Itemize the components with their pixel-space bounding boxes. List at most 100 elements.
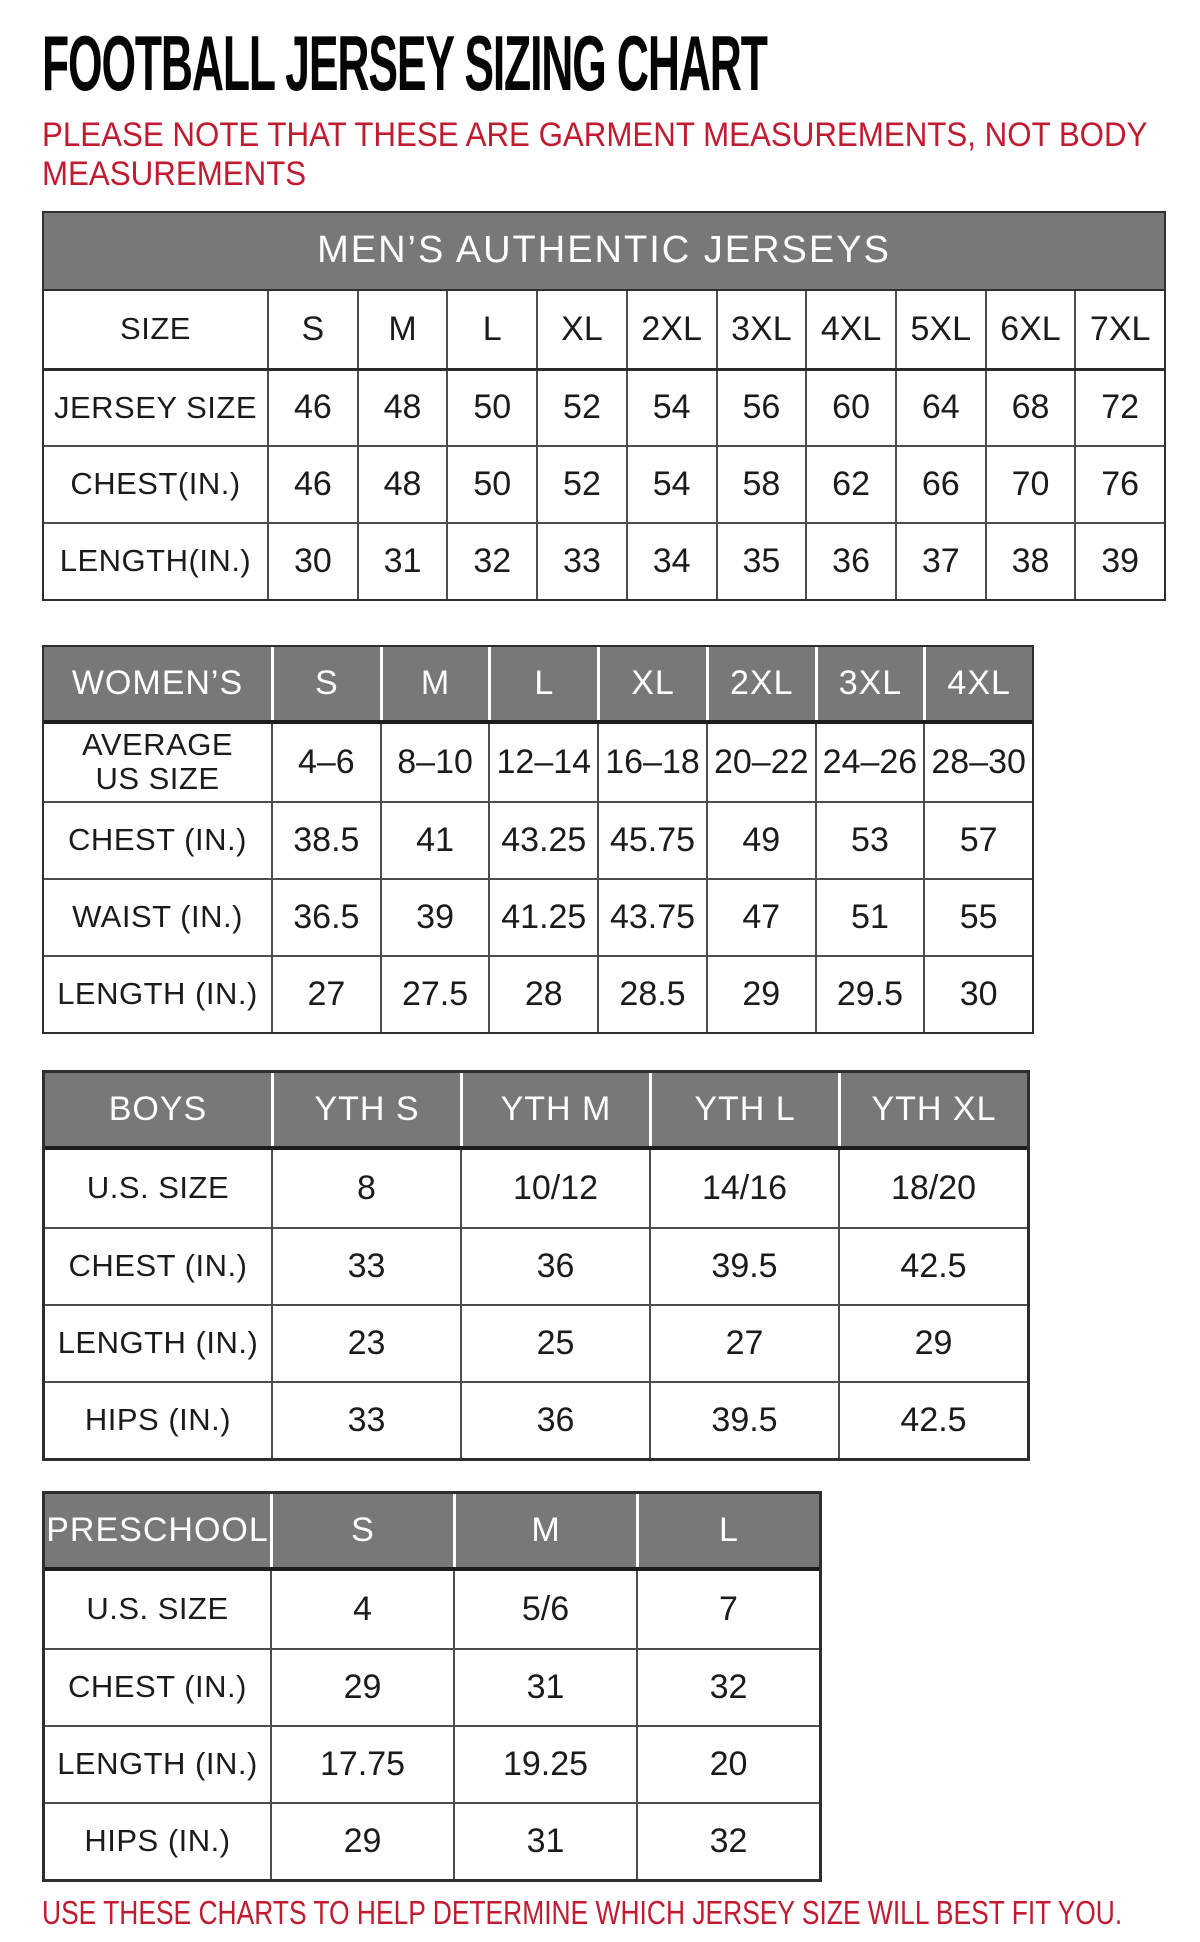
cell: 38.5 bbox=[271, 802, 380, 878]
row-label: CHEST (IN.) bbox=[68, 822, 247, 858]
row-label: AVERAGE US SIZE bbox=[81, 727, 234, 797]
cell: 42.5 bbox=[838, 1228, 1027, 1304]
cell: 32 bbox=[446, 523, 536, 599]
table-row: CHEST (IN.) 29 31 32 bbox=[45, 1647, 819, 1725]
table-row: U.S. SIZE 4 5/6 7 bbox=[45, 1570, 819, 1648]
column-header: YTH L bbox=[649, 1072, 838, 1146]
cell: 36.5 bbox=[271, 879, 380, 955]
cell: 29 bbox=[270, 1649, 453, 1725]
sizing-chart-page: FOOTBALL JERSEY SIZING CHART PLEASE NOTE… bbox=[42, 19, 1166, 1882]
cell: 31 bbox=[453, 1649, 636, 1725]
cell: 55 bbox=[923, 879, 1032, 955]
row-label: U.S. SIZE bbox=[86, 1170, 230, 1206]
cell: XL bbox=[536, 290, 626, 368]
cell: 32 bbox=[636, 1649, 819, 1725]
cell: 28.5 bbox=[597, 956, 706, 1032]
cell: 7 bbox=[636, 1570, 819, 1648]
cell: 53 bbox=[814, 802, 924, 878]
cell: 52 bbox=[536, 446, 626, 522]
preschool-table: PRESCHOOL S M L U.S. SIZE 4 5/6 7 CHEST … bbox=[42, 1490, 822, 1882]
cell: 43.25 bbox=[488, 802, 597, 878]
cell: 33 bbox=[271, 1228, 460, 1304]
row-label: WAIST (IN.) bbox=[72, 899, 243, 935]
table-row: U.S. SIZE 8 10/12 14/16 18/20 bbox=[45, 1149, 1027, 1227]
cell: 16–18 bbox=[597, 723, 706, 801]
cell: 39 bbox=[379, 879, 489, 955]
cell: 47 bbox=[705, 879, 815, 955]
table-row: LENGTH (IN.) 23 25 27 29 bbox=[45, 1303, 1027, 1381]
table-row: JERSEY SIZE 46 48 50 52 54 56 60 64 68 7… bbox=[44, 367, 1164, 445]
table-header-row: WOMEN’S S M L XL 2XL 3XL 4XL bbox=[44, 646, 1033, 724]
cell: 66 bbox=[894, 446, 985, 522]
cell: M bbox=[356, 290, 447, 368]
table-header-label: PRESCHOOL bbox=[45, 1493, 270, 1567]
row-label: SIZE bbox=[120, 311, 191, 347]
cell: 34 bbox=[625, 523, 716, 599]
cell: 29 bbox=[838, 1305, 1027, 1381]
cell: 27.5 bbox=[379, 956, 489, 1032]
cell: 29.5 bbox=[814, 956, 924, 1032]
table-row: LENGTH(IN.) 30 31 32 33 34 35 36 37 38 3… bbox=[44, 521, 1164, 599]
page-title: FOOTBALL JERSEY SIZING CHART bbox=[42, 19, 768, 107]
cell: 37 bbox=[894, 523, 985, 599]
cell: 28–30 bbox=[923, 723, 1032, 801]
cell: 64 bbox=[894, 370, 985, 445]
cell: 35 bbox=[715, 523, 806, 599]
row-label: LENGTH (IN.) bbox=[57, 1746, 258, 1782]
cell: 27 bbox=[649, 1305, 838, 1381]
column-header: 4XL bbox=[923, 646, 1033, 720]
cell: S bbox=[267, 290, 357, 368]
womens-table: WOMEN’S S M L XL 2XL 3XL 4XL AVERAGE US … bbox=[42, 644, 1034, 1034]
row-label: LENGTH (IN.) bbox=[57, 976, 258, 1012]
cell: 4 bbox=[270, 1570, 453, 1648]
row-label: U.S. SIZE bbox=[86, 1591, 229, 1627]
cell: 48 bbox=[356, 446, 447, 522]
table-header-row: BOYS YTH S YTH M YTH L YTH XL bbox=[45, 1072, 1027, 1150]
boys-table: BOYS YTH S YTH M YTH L YTH XL U.S. SIZE … bbox=[42, 1069, 1030, 1461]
cell: 29 bbox=[270, 1803, 453, 1879]
table-row: LENGTH (IN.) 27 27.5 28 28.5 29 29.5 30 bbox=[44, 954, 1032, 1032]
cell: 33 bbox=[271, 1382, 460, 1458]
table-row: CHEST(IN.) 46 48 50 52 54 58 62 66 70 76 bbox=[44, 444, 1164, 522]
cell: 8–10 bbox=[379, 723, 489, 801]
cell: 36 bbox=[805, 523, 895, 599]
table-row: CHEST (IN.) 33 36 39.5 42.5 bbox=[45, 1226, 1027, 1304]
column-header: M bbox=[379, 646, 489, 720]
cell: 31 bbox=[453, 1803, 636, 1879]
column-header: YTH XL bbox=[838, 1072, 1027, 1146]
cell: 36 bbox=[460, 1382, 649, 1458]
table-row: AVERAGE US SIZE 4–6 8–10 12–14 16–18 20–… bbox=[44, 723, 1032, 801]
row-label: LENGTH (IN.) bbox=[57, 1325, 259, 1361]
cell: 60 bbox=[805, 370, 895, 445]
cell: 54 bbox=[625, 370, 716, 445]
cell: 48 bbox=[356, 370, 447, 445]
cell: 28 bbox=[488, 956, 597, 1032]
cell: 39 bbox=[1074, 523, 1164, 599]
cell: 56 bbox=[715, 370, 806, 445]
cell: 4XL bbox=[805, 290, 895, 368]
mens-table-title: MEN’S AUTHENTIC JERSEYS bbox=[44, 212, 1164, 291]
row-label: CHEST (IN.) bbox=[68, 1248, 248, 1284]
cell: 2XL bbox=[625, 290, 716, 368]
cell: 38 bbox=[984, 523, 1075, 599]
cell: 31 bbox=[356, 523, 447, 599]
row-label: HIPS (IN.) bbox=[84, 1402, 232, 1438]
column-header: M bbox=[453, 1493, 636, 1567]
cell: 12–14 bbox=[488, 723, 597, 801]
note-line: PLEASE NOTE THAT THESE ARE GARMENT MEASU… bbox=[42, 116, 1148, 154]
column-header: S bbox=[270, 1493, 453, 1567]
cell: 39.5 bbox=[649, 1228, 838, 1304]
cell: 62 bbox=[805, 446, 895, 522]
table-header-label: BOYS bbox=[45, 1072, 271, 1146]
row-label: CHEST (IN.) bbox=[68, 1669, 247, 1705]
cell: 30 bbox=[923, 956, 1032, 1032]
cell: 19.25 bbox=[453, 1726, 636, 1802]
cell: 33 bbox=[536, 523, 626, 599]
cell: 50 bbox=[446, 446, 536, 522]
column-header: XL bbox=[597, 646, 706, 720]
garment-measurements-note: PLEASE NOTE THAT THESE ARE GARMENT MEASU… bbox=[42, 116, 1148, 195]
cell: 49 bbox=[705, 802, 815, 878]
cell: 5/6 bbox=[453, 1570, 636, 1648]
cell: 41 bbox=[379, 802, 489, 878]
cell: 3XL bbox=[715, 290, 806, 368]
